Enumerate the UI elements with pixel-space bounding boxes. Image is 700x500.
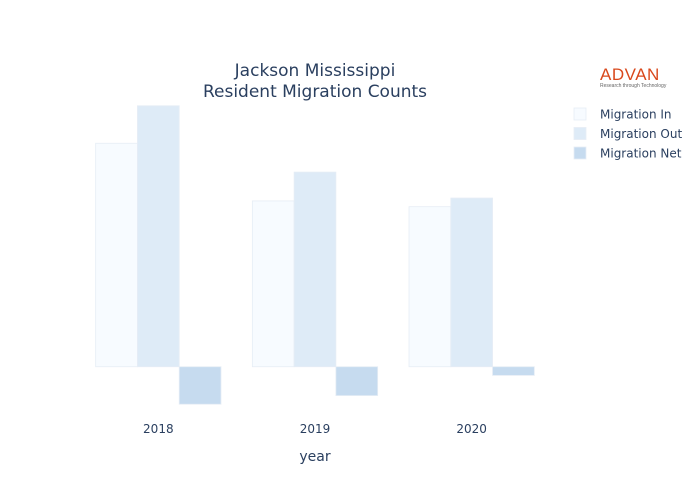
legend-swatch-migration-in[interactable]: [573, 107, 587, 121]
legend-swatch-migration-out[interactable]: [573, 127, 587, 140]
x-tick-label: 2020: [456, 422, 487, 436]
chart-title-line-2: Resident Migration Counts: [203, 82, 427, 102]
legend: Migration In Migration Out Migration Net: [573, 107, 682, 161]
bar-migration-out-2019[interactable]: [293, 171, 337, 368]
bar-migration-in-2018[interactable]: [95, 142, 138, 368]
bars-group: [95, 105, 535, 405]
legend-swatch-migration-net[interactable]: [573, 146, 587, 160]
bar-migration-net-2018[interactable]: [178, 366, 222, 405]
x-axis-title: year: [299, 449, 330, 465]
advan-logo: ADVAN Research through Technology: [600, 66, 672, 96]
chart-title-line-1: Jackson Mississippi: [234, 61, 396, 81]
bar-migration-out-2020[interactable]: [450, 197, 493, 368]
legend-label-migration-in[interactable]: Migration In: [600, 108, 672, 122]
bar-migration-in-2020[interactable]: [408, 206, 452, 368]
x-tick-label: 2019: [300, 422, 331, 436]
legend-label-migration-net[interactable]: Migration Net: [600, 147, 682, 161]
bar-migration-net-2020[interactable]: [492, 366, 535, 376]
logo-tagline: Research through Technology: [600, 83, 667, 89]
x-tick-labels: 2018 2019 2020: [143, 422, 487, 436]
bar-migration-out-2018[interactable]: [137, 105, 180, 368]
bar-migration-in-2019[interactable]: [251, 200, 295, 368]
logo-brand: ADVAN: [600, 65, 660, 84]
legend-label-migration-out[interactable]: Migration Out: [600, 127, 682, 141]
bar-migration-net-2019[interactable]: [335, 366, 379, 396]
x-tick-label: 2018: [143, 422, 174, 436]
